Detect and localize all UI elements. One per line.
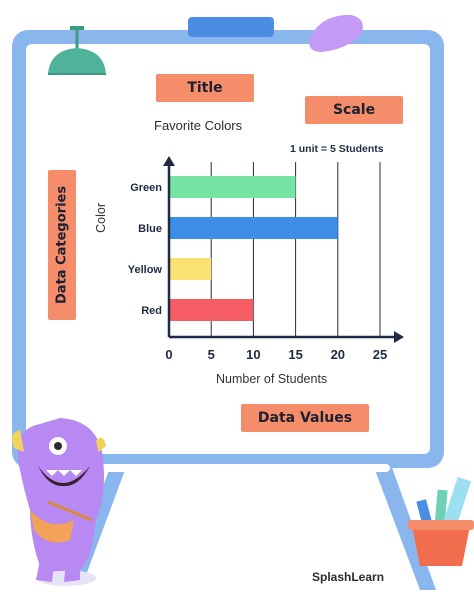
board-tray xyxy=(58,464,390,472)
pencil-pot-icon xyxy=(408,477,474,566)
category-label: Green xyxy=(130,182,162,194)
category-label: Blue xyxy=(138,223,162,235)
bar xyxy=(169,217,338,239)
bar xyxy=(169,258,212,280)
chart-title: Favorite Colors xyxy=(154,118,243,133)
board-clip xyxy=(188,17,274,37)
x-axis-title: Number of Students xyxy=(216,372,328,386)
title-callout: Title xyxy=(156,74,254,102)
monster-mascot-icon xyxy=(12,418,106,586)
bar xyxy=(169,299,254,321)
blob-decoration xyxy=(309,14,363,52)
scale-note: 1 unit = 5 Students xyxy=(290,143,384,155)
x-tick-label: 20 xyxy=(331,347,345,362)
x-axis-arrow xyxy=(394,331,404,343)
x-tick-label: 10 xyxy=(246,347,260,362)
board-surface xyxy=(26,44,430,454)
data-values-callout: Data Values xyxy=(241,404,369,432)
x-tick-label: 15 xyxy=(288,347,302,362)
category-label: Red xyxy=(141,305,162,317)
category-label: Yellow xyxy=(128,264,163,276)
y-axis-arrow xyxy=(163,156,175,166)
scale-callout: Scale xyxy=(305,96,403,124)
x-tick-label: 0 xyxy=(165,347,172,362)
lamp-icon xyxy=(48,48,106,74)
x-tick-label: 5 xyxy=(208,347,215,362)
x-tick-label: 25 xyxy=(373,347,387,362)
bar xyxy=(169,176,296,198)
brand-logo: SplashLearn xyxy=(312,570,385,584)
